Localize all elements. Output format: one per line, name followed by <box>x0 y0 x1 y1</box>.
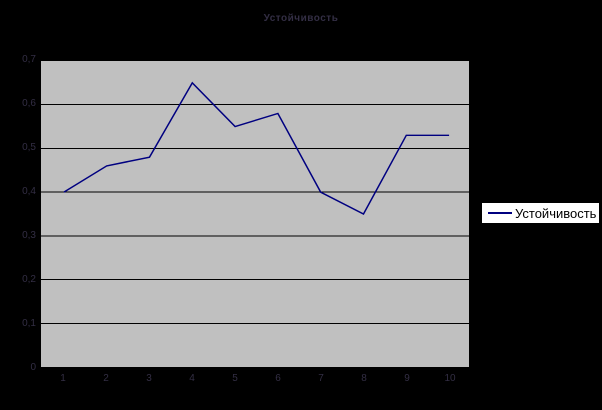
x-axis-tick-label: 4 <box>189 373 195 384</box>
x-axis-tick-label: 2 <box>103 373 109 384</box>
x-axis-tick-label: 1 <box>60 373 66 384</box>
x-axis-tick-label: 9 <box>404 373 410 384</box>
y-axis-tick-label: 0,2 <box>22 274 36 285</box>
x-axis-tick-label: 6 <box>275 373 281 384</box>
y-axis-tick-label: 0,3 <box>22 230 36 241</box>
y-axis-tick-label: 0,7 <box>22 54 36 65</box>
y-axis-tick-label: 0,4 <box>22 186 36 197</box>
line-chart-plot <box>41 81 469 324</box>
legend: Устойчивость <box>481 202 600 224</box>
y-axis-tick-label: 0,6 <box>22 98 36 109</box>
x-axis-tick-label: 10 <box>444 373 456 384</box>
series-line <box>63 81 450 215</box>
x-axis-tick-label: 7 <box>318 373 324 384</box>
x-axis-tick-label: 8 <box>361 373 367 384</box>
y-axis-tick-label: 0 <box>30 362 36 373</box>
legend-line-sample-icon <box>488 212 512 214</box>
y-axis-tick-label: 0,1 <box>22 318 36 329</box>
x-axis-tick-label: 3 <box>146 373 152 384</box>
chart-title: Устойчивость <box>263 13 339 24</box>
y-axis-tick-label: 0,5 <box>22 142 36 153</box>
x-axis-tick-label: 5 <box>232 373 238 384</box>
legend-entry-label: Устойчивость <box>515 205 597 221</box>
plot-area <box>40 60 470 368</box>
